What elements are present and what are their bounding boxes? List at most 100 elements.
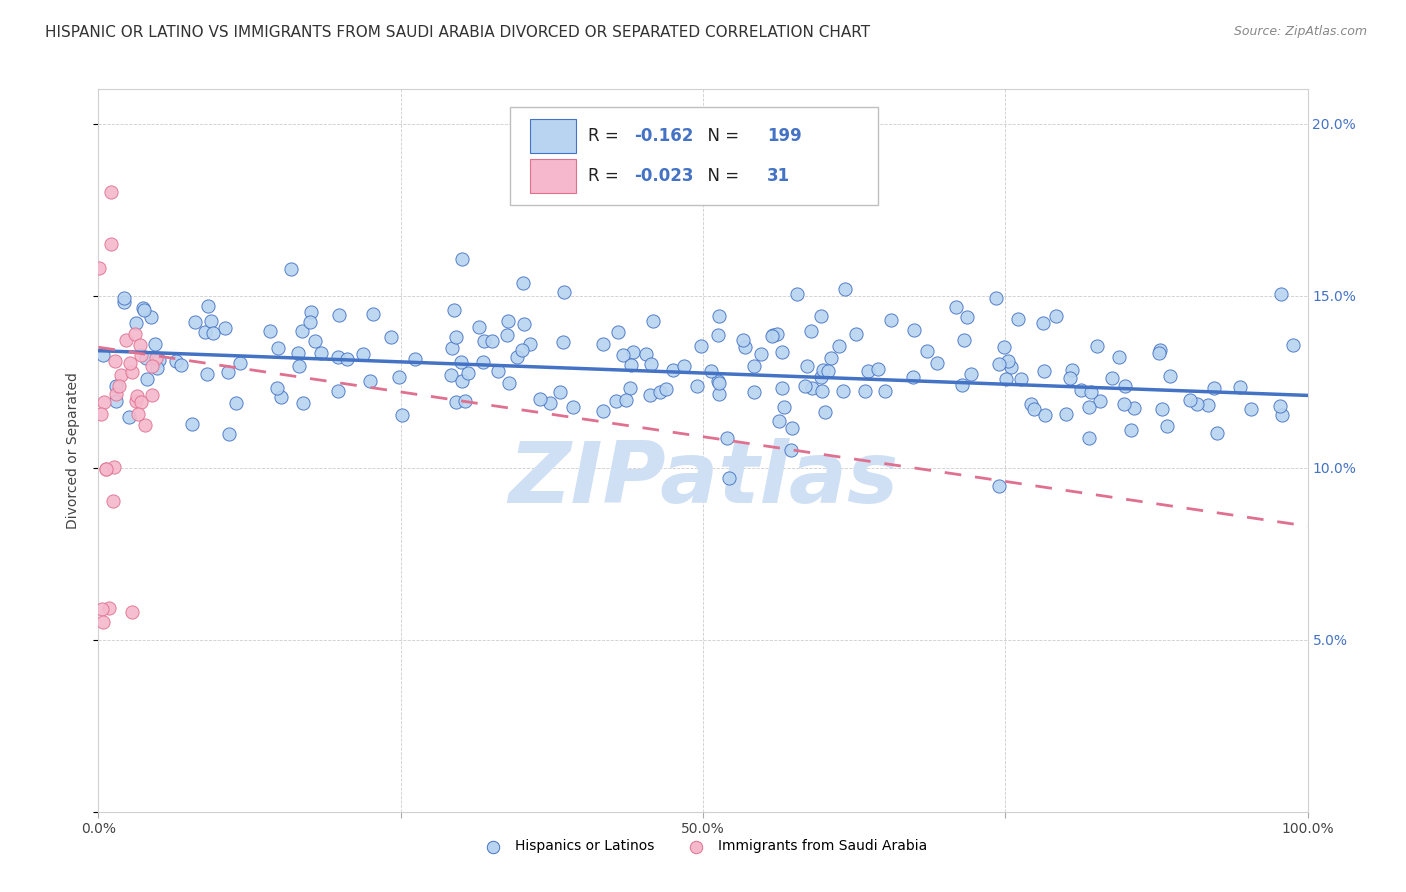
Point [1070,384,1092,398]
Point [291,324,314,338]
Point [443,303,465,318]
Point [124,326,146,341]
Point [91,601,114,615]
Text: N =: N = [697,128,744,145]
Point [481,334,503,349]
Point [655,383,678,397]
Point [134,418,156,433]
Point [873,384,896,398]
Point [945,300,967,314]
Point [707,309,730,323]
Point [768,414,790,428]
Point [766,327,789,342]
Point [103,460,125,475]
Point [1114,397,1136,411]
Point [605,394,627,409]
Point [132,302,155,317]
Point [474,334,496,348]
Point [709,387,731,401]
Point [801,381,824,395]
Point [828,339,851,353]
Point [336,352,359,367]
Point [800,324,823,338]
Point [640,357,662,371]
Point [104,354,127,368]
Point [562,400,585,414]
Point [141,388,163,402]
Point [195,367,218,381]
Point [90,408,112,422]
Point [146,361,169,376]
Point [706,374,728,388]
Text: 199: 199 [768,128,801,145]
Point [716,431,738,445]
FancyBboxPatch shape [509,107,879,205]
Text: HISPANIC OR LATINO VS IMMIGRANTS FROM SAUDI ARABIA DIVORCED OR SEPARATED CORRELA: HISPANIC OR LATINO VS IMMIGRANTS FROM SA… [45,25,870,40]
Point [288,359,311,373]
Point [110,368,132,383]
Point [1000,360,1022,375]
Point [120,356,142,370]
Point [636,347,658,361]
Point [1149,343,1171,358]
Point [614,392,637,407]
Point [1114,379,1136,393]
Point [450,355,472,369]
Point [309,346,332,360]
Point [127,407,149,421]
Point [267,342,290,356]
Point [612,348,634,362]
Point [749,347,772,361]
Point [270,390,292,404]
Point [814,405,837,419]
Point [672,359,695,374]
Point [1240,401,1263,416]
Point [326,351,349,365]
Point [100,237,122,252]
Point [761,329,783,343]
Point [1101,371,1123,385]
Point [1281,338,1303,352]
Point [1077,400,1099,414]
Point [112,294,135,309]
Point [780,421,803,435]
Point [304,334,326,348]
Point [298,315,321,329]
Point [529,392,551,406]
Point [145,351,167,365]
Point [266,381,288,395]
Point [770,345,793,359]
Point [112,291,135,305]
Point [901,370,924,384]
Point [1059,370,1081,384]
FancyBboxPatch shape [530,119,576,153]
Point [105,386,128,401]
Point [796,359,818,374]
Point [1270,287,1292,301]
Point [441,341,464,355]
Point [770,381,793,395]
Point [440,368,463,382]
Point [444,330,467,344]
Point [620,358,643,372]
Point [1019,397,1042,411]
Point [1152,401,1174,416]
Point [1178,393,1201,408]
Point [328,308,350,322]
Point [1229,380,1251,394]
Point [148,352,170,367]
Point [662,363,685,377]
Point [956,310,979,325]
Point [105,394,128,409]
Point [105,379,128,393]
Point [1078,431,1101,445]
Point [121,365,143,379]
Point [380,330,402,344]
Point [225,396,247,410]
Point [218,427,240,442]
Point [772,400,794,414]
Point [496,327,519,342]
Point [986,291,1008,305]
Point [1085,339,1108,353]
Point [200,314,222,328]
